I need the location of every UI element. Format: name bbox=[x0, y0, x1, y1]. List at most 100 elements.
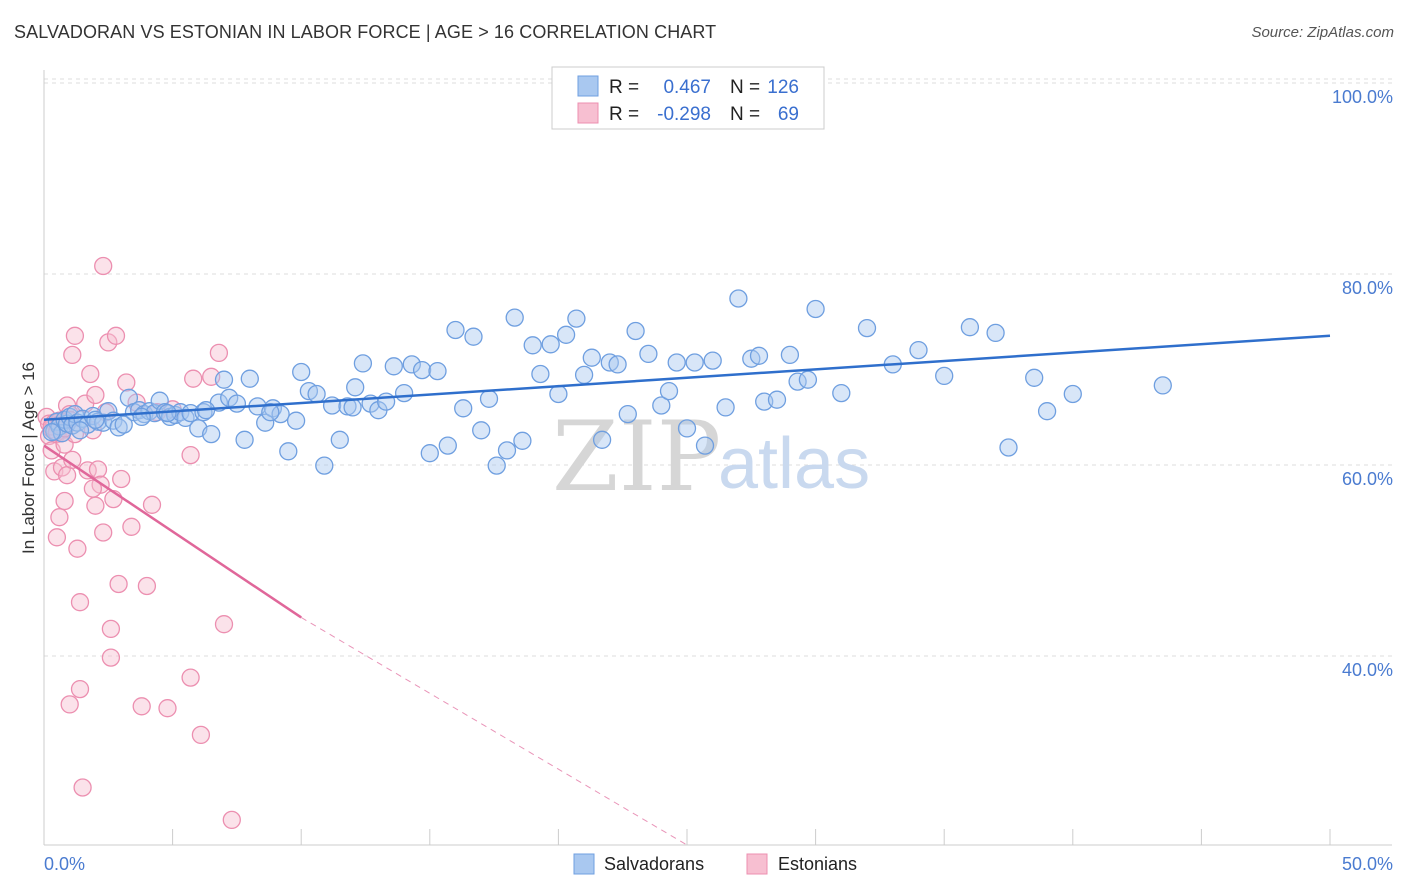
estonians-point bbox=[181, 445, 200, 465]
salvadorans-point bbox=[618, 404, 637, 424]
salvadorans-point bbox=[438, 436, 457, 455]
salvadorans-point bbox=[695, 436, 715, 455]
salvadorans-point bbox=[659, 381, 679, 401]
legend-swatch-estonians bbox=[577, 102, 599, 124]
salvadorans-point bbox=[1153, 376, 1172, 395]
legend-n-label-2: N = bbox=[730, 104, 760, 125]
legend-n-value-1: 126 bbox=[767, 77, 799, 98]
salvadorans-point bbox=[42, 423, 61, 442]
estonians-point bbox=[184, 369, 203, 388]
estonians-point bbox=[86, 385, 105, 405]
salvadorans-point bbox=[227, 394, 247, 413]
bottom-legend-swatch-salvadorans bbox=[573, 853, 595, 875]
salvadorans-point bbox=[832, 383, 851, 403]
salvadorans-point bbox=[505, 308, 524, 327]
salvadorans-point bbox=[286, 411, 306, 430]
salvadorans-point bbox=[114, 415, 133, 434]
watermark-zip: ZIP bbox=[552, 401, 721, 513]
estonians-point bbox=[122, 517, 141, 536]
estonians-point bbox=[106, 326, 126, 345]
estonians-point bbox=[142, 495, 162, 514]
salvadorans-point bbox=[652, 396, 671, 415]
salvadorans-point bbox=[279, 442, 298, 461]
salvadorans-point bbox=[909, 340, 928, 360]
estonians-points bbox=[37, 256, 241, 830]
salvadorans-point bbox=[479, 389, 499, 408]
salvadorans-point bbox=[806, 299, 825, 319]
salvadorans-point bbox=[402, 355, 421, 374]
estonians-point bbox=[222, 810, 241, 830]
estonians-point bbox=[57, 466, 77, 485]
trend-lines bbox=[43, 334, 1331, 846]
salvadorans-point bbox=[716, 398, 735, 417]
salvadorans-point bbox=[960, 318, 980, 337]
salvadorans-point bbox=[292, 362, 311, 382]
salvadorans-point bbox=[986, 323, 1005, 343]
salvadorans-point bbox=[472, 421, 491, 440]
estonians-point bbox=[63, 345, 82, 365]
salvadorans-point bbox=[667, 353, 686, 372]
x-ticks bbox=[172, 829, 1331, 845]
estonians-point bbox=[65, 326, 85, 345]
salvadorans-point bbox=[394, 383, 414, 403]
estonians-point bbox=[109, 574, 128, 594]
salvadorans-point bbox=[592, 430, 612, 449]
y-axis-label: In Labor Force | Age > 16 bbox=[19, 362, 38, 554]
x-tick-label-max: 50.0% bbox=[1342, 854, 1393, 874]
estonians-point bbox=[81, 364, 100, 384]
estonians-point bbox=[55, 491, 74, 511]
salvadorans-point bbox=[639, 344, 658, 364]
watermark: ZIP atlas bbox=[552, 401, 870, 513]
salvadorans-point bbox=[935, 366, 954, 386]
salvadorans-point bbox=[86, 410, 105, 429]
salvadorans-point bbox=[523, 336, 542, 355]
estonians-point bbox=[88, 460, 108, 479]
estonians-point bbox=[70, 593, 90, 612]
y-tick-label: 100.0% bbox=[1332, 87, 1393, 107]
legend-swatch-salvadorans bbox=[577, 75, 599, 97]
salvadorans-point bbox=[353, 354, 373, 373]
estonians-trend-extension bbox=[300, 617, 688, 846]
bottom-legend: Salvadorans Estonians bbox=[573, 853, 857, 875]
salvadorans-point bbox=[132, 407, 151, 427]
x-tick-label-min: 0.0% bbox=[44, 854, 85, 874]
y-tick-label: 60.0% bbox=[1342, 469, 1393, 489]
salvadorans-point bbox=[1063, 384, 1082, 404]
salvadorans-point bbox=[261, 403, 280, 422]
salvadorans-point bbox=[487, 456, 506, 475]
salvadorans-point bbox=[1025, 368, 1044, 387]
salvadorans-point bbox=[343, 398, 362, 417]
salvadorans-point bbox=[330, 430, 349, 449]
legend-r-label-1: R = bbox=[609, 77, 639, 98]
salvadorans-point bbox=[729, 289, 748, 308]
salvadorans-point bbox=[464, 327, 483, 346]
salvadorans-point bbox=[235, 430, 254, 449]
salvadorans-point bbox=[214, 370, 234, 389]
salvadorans-point bbox=[376, 392, 396, 411]
legend-r-value-1: 0.467 bbox=[663, 77, 711, 98]
salvadorans-point bbox=[1037, 402, 1057, 421]
estonians-point bbox=[73, 778, 92, 797]
salvadorans-point bbox=[556, 325, 576, 344]
estonians-point bbox=[68, 539, 87, 558]
salvadorans-point bbox=[677, 419, 697, 438]
estonians-point bbox=[181, 668, 200, 687]
legend: R = 0.467 N = 126 R = -0.298 N = 69 bbox=[551, 66, 825, 130]
salvadorans-point bbox=[256, 413, 275, 432]
salvadorans-point bbox=[497, 441, 517, 460]
estonians-trend-line bbox=[43, 444, 302, 619]
estonians-point bbox=[83, 421, 103, 440]
estonians-point bbox=[83, 479, 103, 498]
salvadorans-point bbox=[428, 361, 447, 381]
salvadorans-point bbox=[626, 321, 645, 341]
salvadorans-point bbox=[780, 345, 800, 365]
salvadorans-point bbox=[541, 335, 560, 354]
legend-r-label-2: R = bbox=[609, 104, 639, 125]
estonians-point bbox=[60, 695, 79, 714]
salvadorans-point bbox=[567, 309, 586, 328]
bottom-legend-swatch-estonians bbox=[746, 853, 768, 875]
salvadorans-point bbox=[798, 370, 818, 389]
estonians-point bbox=[158, 699, 177, 718]
source-note: Source: ZipAtlas.com bbox=[1251, 24, 1394, 41]
salvadorans-point bbox=[384, 357, 403, 376]
